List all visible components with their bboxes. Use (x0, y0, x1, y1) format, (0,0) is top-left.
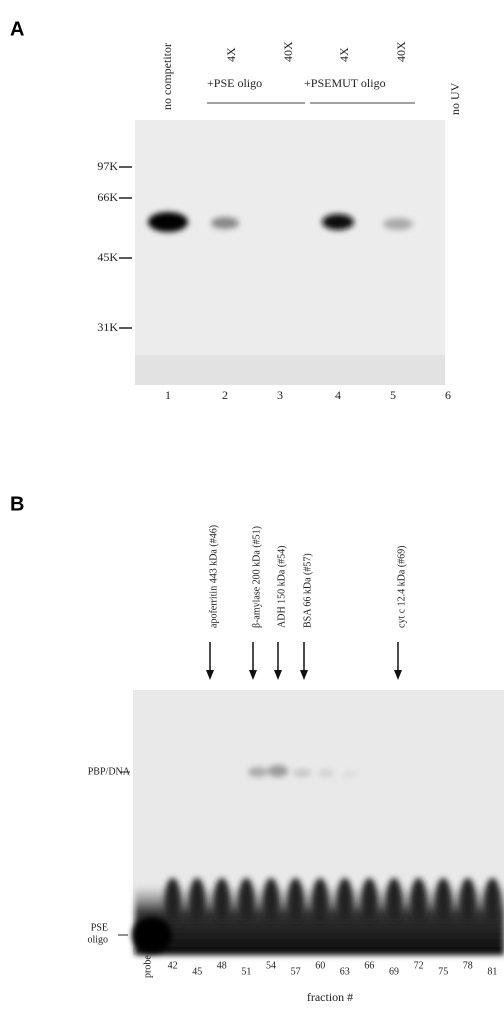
fraction-label: 51 (241, 966, 251, 977)
page: {"panel_a": {"label": "A", "lane_headers… (0, 0, 504, 1010)
arrow-head (394, 670, 402, 680)
fraction-label: 63 (340, 966, 350, 977)
lane-number: 6 (445, 388, 451, 402)
band (148, 212, 188, 232)
lane-number: 3 (277, 388, 283, 402)
fraction-label: 54 (266, 960, 276, 971)
band (268, 765, 288, 777)
gel-edge (135, 355, 445, 385)
band (293, 769, 311, 777)
fraction-label: 60 (315, 960, 325, 971)
marker-label: 97K (97, 159, 118, 173)
smear-lane (214, 878, 230, 922)
smear-lane (337, 878, 353, 922)
fraction-label: 48 (217, 960, 227, 971)
smear-lane (411, 878, 427, 922)
group-label: +PSEMUT oligo (304, 76, 386, 90)
smear-lane (460, 878, 476, 922)
lane-header: no competitor (160, 43, 174, 110)
probe-label: PSE (91, 922, 108, 933)
standard-label: cyt c 12.4 kDa (#69) (396, 546, 407, 628)
group-label: +PSE oligo (207, 76, 262, 90)
lane-numbers: 1 2 3 4 5 6 (165, 388, 451, 402)
fraction-label: 66 (364, 960, 374, 971)
fraction-label: 45 (192, 966, 202, 977)
lane-header: 40X (394, 41, 408, 62)
probe-band (132, 917, 172, 953)
standard-label: apoferritin 443 kDa (#46) (208, 525, 219, 628)
lane-number: 1 (165, 388, 171, 402)
marker-label: 66K (97, 190, 118, 204)
band (322, 214, 354, 230)
smear-lane (435, 878, 451, 922)
smear-lane (189, 878, 205, 922)
fraction-label: 42 (168, 960, 178, 971)
fraction-label: 78 (463, 960, 473, 971)
lane-header: no UV (448, 82, 462, 115)
fractions: probe 42 45 48 51 54 57 60 63 66 69 72 75 78 81 (142, 955, 497, 978)
marker-label: 45K (97, 250, 118, 264)
smear-lane (238, 878, 254, 922)
band (248, 767, 268, 777)
arrow-head (300, 670, 308, 680)
standards: apoferritin 443 kDa (#46) β-amylase 200 k… (206, 525, 407, 680)
arrow-head (249, 670, 257, 680)
standard-label: BSA 66 kDa (#57) (302, 553, 313, 628)
lane-number: 4 (335, 388, 341, 402)
band (211, 217, 239, 229)
marker-label: 31K (97, 320, 118, 334)
smear-lane (312, 878, 328, 922)
probe-label: oligo (87, 934, 108, 945)
smear-lane (484, 878, 500, 922)
fraction-label: probe (142, 955, 153, 978)
gel (135, 120, 445, 385)
smear-lane (361, 878, 377, 922)
band (318, 769, 334, 777)
arrow-head (274, 670, 282, 680)
fraction-label: 75 (438, 966, 448, 977)
smear-lane (263, 878, 279, 922)
x-label: fraction # (307, 990, 353, 1004)
fraction-label: 57 (291, 966, 301, 977)
panel-label: A (10, 18, 24, 40)
standard-label: β-amylase 200 kDa (#51) (251, 526, 262, 628)
standard-label: ADH 150 kDa (#54) (276, 546, 287, 629)
figure: A no competitor 4X 40X 4X 40X no UV +PSE… (0, 0, 504, 1010)
band (343, 771, 357, 777)
lane-number: 2 (222, 388, 228, 402)
smear-lane (165, 878, 181, 922)
lane-header: 4X (224, 47, 238, 62)
band (383, 218, 413, 230)
lane-number: 5 (390, 388, 396, 402)
smear-lane (288, 878, 304, 922)
markers: 97K 66K 45K 31K (97, 159, 132, 334)
lane-header: 4X (337, 47, 351, 62)
panel-label: B (10, 493, 24, 515)
arrow-head (206, 670, 214, 680)
fraction-label: 69 (389, 966, 399, 977)
fraction-label: 72 (414, 960, 424, 971)
lane-header: 40X (281, 41, 295, 62)
smear-lane (386, 878, 402, 922)
fraction-label: 81 (487, 966, 497, 977)
